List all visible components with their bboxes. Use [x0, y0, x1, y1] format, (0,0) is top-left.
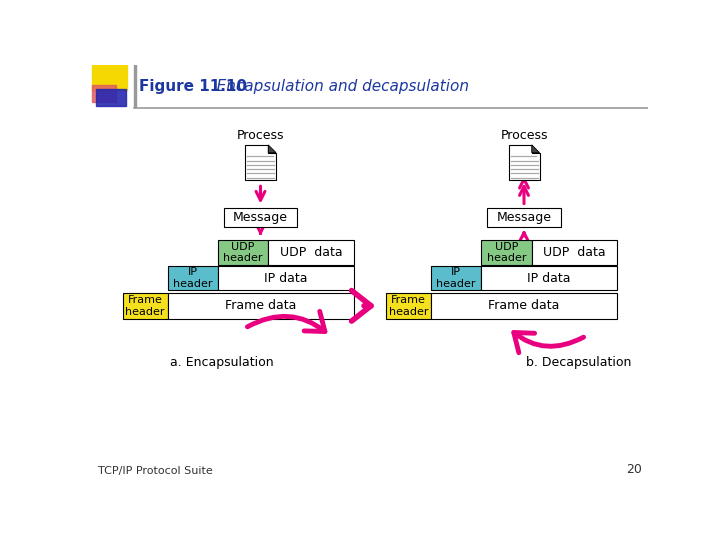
Bar	[218, 240, 269, 265]
Text: UDP
header: UDP header	[487, 242, 526, 264]
Text: IP data: IP data	[528, 272, 571, 285]
Bar	[92, 85, 116, 102]
Text: b. Decapsulation: b. Decapsulation	[526, 356, 631, 369]
Text: Message: Message	[497, 211, 552, 224]
Bar	[92, 65, 127, 90]
Text: TCP/IP Protocol Suite: TCP/IP Protocol Suite	[98, 466, 212, 476]
FancyArrowPatch shape	[351, 291, 371, 321]
Bar	[482, 266, 617, 291]
Bar	[487, 208, 561, 226]
Text: Frame data: Frame data	[488, 299, 559, 312]
Bar	[168, 293, 354, 319]
Bar	[269, 240, 354, 265]
Text: Frame
header: Frame header	[389, 295, 428, 316]
Bar	[431, 293, 617, 319]
Polygon shape	[508, 145, 539, 180]
Text: Frame
header: Frame header	[125, 295, 165, 316]
Bar	[532, 240, 617, 265]
Text: IP data: IP data	[264, 272, 307, 285]
Text: UDP  data: UDP data	[543, 246, 606, 259]
Polygon shape	[245, 145, 276, 180]
Bar	[218, 266, 354, 291]
Bar	[224, 208, 297, 226]
Bar	[122, 293, 168, 319]
Text: UDP  data: UDP data	[279, 246, 342, 259]
Polygon shape	[269, 145, 276, 153]
FancyArrowPatch shape	[248, 312, 325, 332]
Text: 20: 20	[626, 463, 642, 476]
Bar	[134, 65, 136, 107]
Bar	[386, 293, 431, 319]
Text: Message: Message	[233, 211, 288, 224]
Text: Frame data: Frame data	[225, 299, 296, 312]
Text: IP
header: IP header	[173, 267, 212, 289]
Bar	[168, 266, 218, 291]
Text: Process: Process	[237, 129, 284, 142]
Text: Process: Process	[500, 129, 548, 142]
Text: a. Encapsulation: a. Encapsulation	[170, 356, 274, 369]
FancyArrowPatch shape	[514, 333, 583, 353]
Bar	[96, 89, 126, 106]
Text: Figure 11.10: Figure 11.10	[139, 79, 247, 94]
Bar	[431, 266, 482, 291]
Text: Encapsulation and decapsulation: Encapsulation and decapsulation	[202, 79, 469, 94]
Polygon shape	[532, 145, 539, 153]
Text: UDP
header: UDP header	[223, 242, 263, 264]
Text: IP
header: IP header	[436, 267, 476, 289]
Bar	[482, 240, 532, 265]
